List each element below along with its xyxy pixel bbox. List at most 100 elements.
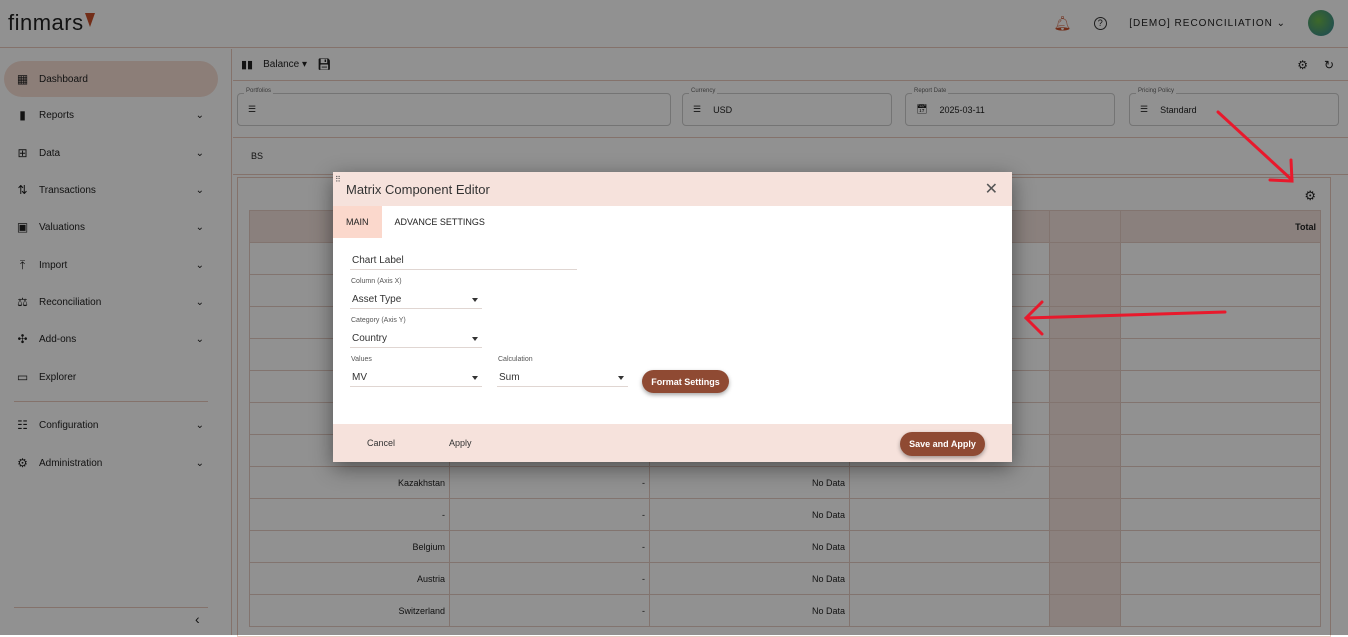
table-row: Belgium - No Data <box>249 530 1321 563</box>
cell <box>849 530 1050 563</box>
sidebar-item-explorer[interactable]: ▭ Explorer <box>4 359 218 395</box>
sidebar-item-label: Configuration <box>39 419 99 431</box>
workspace-name: [DEMO] RECONCILIATION <box>1129 17 1273 29</box>
bar-chart-icon: ▮ <box>19 107 26 122</box>
admin-gear-icon: ⚙ <box>17 455 28 470</box>
collapse-sidebar-button[interactable]: ‹ <box>195 611 200 627</box>
cell <box>849 498 1050 531</box>
matrix-settings-icon[interactable]: ⚙ <box>1304 188 1316 203</box>
category-label: Category (Axis Y) <box>351 317 406 324</box>
arrow-to-dialog <box>1023 300 1227 336</box>
transactions-icon: ⇅ <box>17 182 28 197</box>
save-and-apply-button[interactable]: Save and Apply <box>900 432 985 456</box>
sidebar-item-data[interactable]: ⊞ Data ⌄ <box>4 135 218 171</box>
help-icon[interactable]: ? <box>1094 16 1108 30</box>
sidebar-item-dashboard[interactable]: ▦ Dashboard <box>4 61 218 97</box>
filter-label: Report Date <box>912 88 949 94</box>
report-date-filter[interactable]: Report Date 📅︎ 2025-03-11 <box>905 88 1115 126</box>
menu-icon: ☰ <box>1140 104 1149 114</box>
column-select[interactable]: Asset Type <box>350 288 482 309</box>
caret-down-icon <box>472 298 478 302</box>
settings-icon[interactable]: ⚙ <box>1297 57 1308 72</box>
dashboard-icon: ▦ <box>16 71 29 86</box>
currency-filter[interactable]: Currency ☰ USD <box>682 88 892 126</box>
apply-button[interactable]: Apply <box>449 438 472 448</box>
tab-main[interactable]: MAIN <box>333 206 382 238</box>
table-row: - - No Data <box>249 498 1321 531</box>
chevron-down-icon: ⌄ <box>195 259 204 271</box>
calculation-select[interactable]: Sum <box>497 366 628 387</box>
sidebar-item-label: Explorer <box>39 371 77 383</box>
filter-label: Portfolios <box>244 88 274 94</box>
chart-label-input[interactable]: Chart Label <box>350 248 577 270</box>
chevron-down-icon: ⌄ <box>195 221 204 233</box>
sidebar-item-reports[interactable]: ▮ Reports ⌄ <box>4 97 218 133</box>
sidebar-item-transactions[interactable]: ⇅ Transactions ⌄ <box>4 172 218 208</box>
cell: - <box>449 594 650 627</box>
sidebar-item-label: Import <box>39 259 68 271</box>
cell <box>1049 498 1121 531</box>
column-value: Asset Type <box>352 294 402 305</box>
filter-label: Currency <box>689 88 718 94</box>
sidebar-item-valuations[interactable]: ▣ Valuations ⌄ <box>4 209 218 245</box>
scale-icon: ⚖ <box>17 294 28 309</box>
menu-icon: ☰ <box>693 104 702 114</box>
table-row: Austria - No Data <box>249 562 1321 595</box>
values-value: MV <box>352 372 367 383</box>
sidebar-divider <box>14 401 208 402</box>
chart-label-placeholder: Chart Label <box>352 255 404 266</box>
cell: No Data <box>649 562 850 595</box>
portfolios-filter[interactable]: Portfolios ☰ <box>237 88 671 126</box>
data-tree-icon: ⊞ <box>17 145 28 160</box>
table-row: Switzerland - No Data <box>249 594 1321 627</box>
sidebar-item-label: Transactions <box>39 184 96 196</box>
chevron-down-icon: ⌄ <box>195 419 204 431</box>
values-select[interactable]: MV <box>350 366 482 387</box>
sidebar-item-administration[interactable]: ⚙ Administration ⌄ <box>4 445 218 481</box>
sidebar-item-label: Add-ons <box>39 333 77 345</box>
chevron-down-icon: ⌄ <box>195 333 204 345</box>
finmars-logo[interactable]: finmars <box>8 10 95 36</box>
row-label: Belgium <box>249 530 450 563</box>
layout-selector[interactable]: Balance ▾ <box>263 59 308 70</box>
dialog-title: Matrix Component Editor <box>346 182 490 197</box>
cancel-button[interactable]: Cancel <box>367 438 396 448</box>
category-select[interactable]: Country <box>350 327 482 348</box>
chevron-down-icon: ⌄ <box>195 147 204 159</box>
sidebar-item-add-ons[interactable]: ✣ Add-ons ⌄ <box>4 321 218 357</box>
tab-bs[interactable]: BS <box>251 151 264 161</box>
bell-icon[interactable]: 🔔︎ <box>1053 14 1073 31</box>
arrow-to-settings <box>1216 110 1294 183</box>
cell <box>1049 530 1121 563</box>
workspace-selector[interactable]: [DEMO] RECONCILIATION ⌄ <box>1129 18 1286 29</box>
top-bar: finmars 🔔︎ ? [DEMO] RECONCILIATION ⌄ <box>0 0 1348 48</box>
row-label: Austria <box>249 562 450 595</box>
chevron-down-icon: ⌄ <box>195 296 204 308</box>
layout-icon: ▮▮ <box>241 59 254 71</box>
close-icon[interactable]: ✕ <box>984 181 998 198</box>
cell <box>1120 498 1321 531</box>
sidebar-item-reconciliation[interactable]: ⚖ Reconciliation ⌄ <box>4 284 218 320</box>
sidebar-item-import[interactable]: ⤒ Import ⌄ <box>4 247 218 283</box>
cell: - <box>449 466 650 499</box>
values-label: Values <box>351 356 372 363</box>
filter-value: USD <box>713 104 733 115</box>
upload-icon: ⤒ <box>19 257 26 272</box>
format-settings-button[interactable]: Format Settings <box>642 370 729 393</box>
save-icon[interactable]: 💾︎ <box>317 59 332 71</box>
layout-name: Balance <box>263 59 300 70</box>
sidebar-item-configuration[interactable]: ☷ Configuration ⌄ <box>4 407 218 443</box>
category-value: Country <box>352 333 388 344</box>
logo-text: finmars <box>8 10 84 35</box>
folder-icon: ▭ <box>16 369 29 384</box>
filter-value: 2025-03-11 <box>939 104 985 115</box>
avatar[interactable] <box>1308 10 1334 36</box>
chevron-down-icon: ⌄ <box>1276 17 1286 29</box>
cell: No Data <box>649 594 850 627</box>
tab-advance-settings[interactable]: ADVANCE SETTINGS <box>394 217 485 227</box>
refresh-icon[interactable]: ↻ <box>1323 57 1334 72</box>
cell <box>1120 466 1321 499</box>
drag-handle-icon[interactable]: ⠿ <box>335 175 341 184</box>
calculation-label: Calculation <box>498 356 533 363</box>
